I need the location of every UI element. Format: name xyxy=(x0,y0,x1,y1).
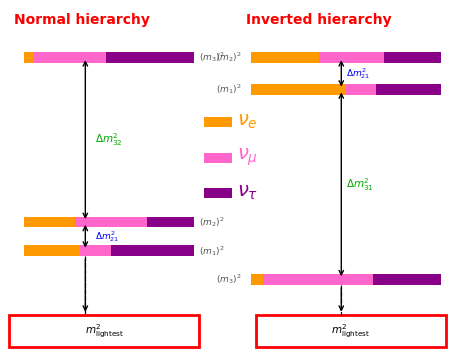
Text: $\nu_e$: $\nu_e$ xyxy=(237,112,258,131)
Bar xyxy=(9,315,199,347)
Bar xyxy=(106,52,194,63)
Text: $\Delta m^2_{21}$: $\Delta m^2_{21}$ xyxy=(346,66,371,81)
Bar xyxy=(373,274,441,285)
Bar xyxy=(319,52,384,63)
Bar xyxy=(80,245,111,256)
Text: $\Delta m^2_{31}$: $\Delta m^2_{31}$ xyxy=(346,176,374,193)
Text: $m^2_{\rm lightest}$: $m^2_{\rm lightest}$ xyxy=(331,323,370,340)
Bar xyxy=(251,274,263,285)
Text: Inverted hierarchy: Inverted hierarchy xyxy=(246,13,392,26)
Text: $m^2_{\rm lightest}$: $m^2_{\rm lightest}$ xyxy=(85,323,124,340)
Bar xyxy=(204,153,232,163)
Text: $\nu_\mu$: $\nu_\mu$ xyxy=(237,147,258,168)
Bar xyxy=(376,84,441,95)
Bar xyxy=(34,52,106,63)
Text: $(m_2)^2$: $(m_2)^2$ xyxy=(199,215,225,229)
Bar xyxy=(204,117,232,127)
Bar xyxy=(24,52,34,63)
Bar xyxy=(75,217,146,227)
Text: $(m_3)^2$: $(m_3)^2$ xyxy=(199,50,225,64)
Bar xyxy=(256,315,446,347)
Bar xyxy=(204,188,232,198)
Text: $\Delta m^2_{32}$: $\Delta m^2_{32}$ xyxy=(95,131,122,148)
Text: $(m_1)^2$: $(m_1)^2$ xyxy=(199,244,225,257)
Text: $(m_3)^2$: $(m_3)^2$ xyxy=(216,272,242,286)
Bar xyxy=(251,84,346,95)
Bar xyxy=(346,84,376,95)
Bar xyxy=(146,217,194,227)
Text: $(m_2)^2$: $(m_2)^2$ xyxy=(216,50,242,64)
Bar xyxy=(263,274,373,285)
Bar xyxy=(384,52,441,63)
Text: $(m_1)^2$: $(m_1)^2$ xyxy=(216,83,242,96)
Text: Normal hierarchy: Normal hierarchy xyxy=(14,13,150,26)
Text: $\nu_\tau$: $\nu_\tau$ xyxy=(237,184,258,203)
Text: $\Delta m^2_{21}$: $\Delta m^2_{21}$ xyxy=(95,229,119,244)
Bar xyxy=(111,245,194,256)
Bar xyxy=(251,52,319,63)
Bar xyxy=(24,217,75,227)
Bar xyxy=(24,245,80,256)
